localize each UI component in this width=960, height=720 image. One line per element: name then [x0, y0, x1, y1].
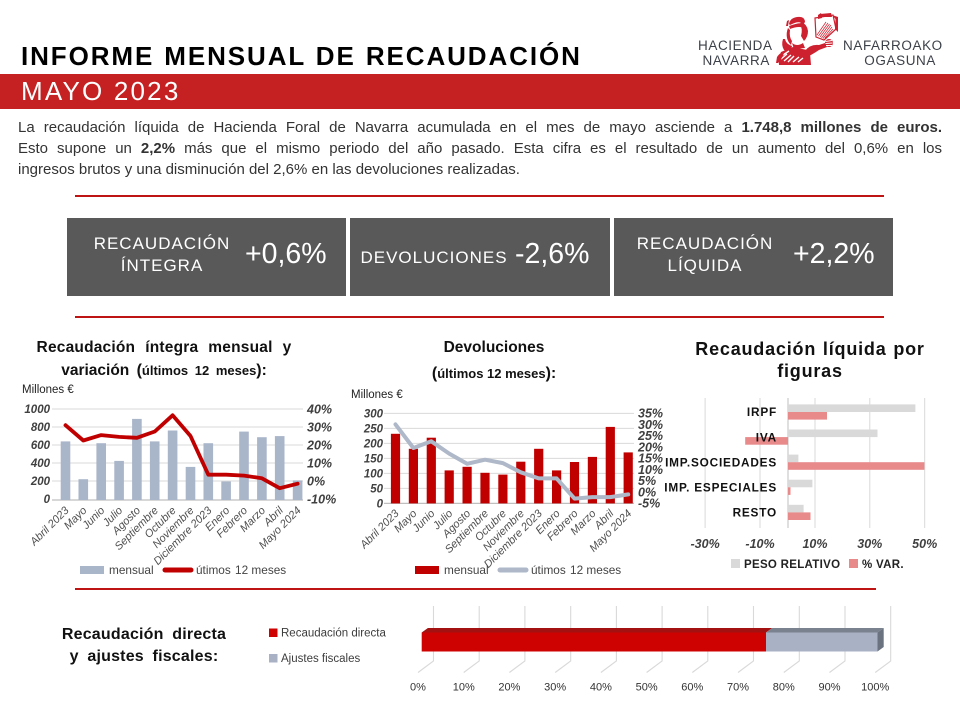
svg-text:Recaudación directa: Recaudación directa — [281, 628, 386, 640]
svg-text:% VAR.: % VAR. — [862, 559, 904, 571]
svg-text:figuras: figuras — [777, 361, 843, 381]
svg-text:IMP. ESPECIALES: IMP. ESPECIALES — [664, 481, 777, 495]
svg-text:250: 250 — [363, 423, 384, 435]
svg-text:40%: 40% — [590, 682, 612, 694]
svg-text:35%: 35% — [638, 407, 663, 421]
svg-text:400: 400 — [30, 458, 51, 470]
svg-text:-30%: -30% — [691, 537, 720, 551]
svg-text:0%: 0% — [307, 475, 325, 489]
svg-text:IVA: IVA — [756, 430, 777, 444]
svg-text:50%: 50% — [912, 537, 937, 551]
svg-text:150: 150 — [364, 453, 384, 465]
svg-text:PESO RELATIVO: PESO RELATIVO — [744, 559, 840, 571]
svg-text:útimos 12 meses: útimos 12 meses — [196, 563, 286, 577]
svg-text:200: 200 — [363, 438, 384, 450]
svg-text:25%: 25% — [637, 429, 663, 443]
svg-text:100%: 100% — [861, 682, 889, 694]
svg-text:-5%: -5% — [638, 497, 660, 511]
svg-text:mensual: mensual — [109, 563, 154, 577]
svg-text:50%: 50% — [636, 682, 658, 694]
svg-text:15%: 15% — [638, 452, 663, 466]
svg-text:Devoluciones: Devoluciones — [444, 339, 545, 356]
svg-text:Ajustes fiscales: Ajustes fiscales — [281, 653, 361, 665]
svg-text:0: 0 — [377, 498, 384, 510]
svg-text:30%: 30% — [544, 682, 566, 694]
svg-text:5%: 5% — [638, 474, 656, 488]
svg-text:IRPF: IRPF — [747, 405, 777, 419]
svg-text:80%: 80% — [773, 682, 795, 694]
svg-text:Millones €: Millones € — [22, 384, 74, 396]
svg-text:30%: 30% — [638, 418, 663, 432]
svg-text:10%: 10% — [453, 682, 475, 694]
svg-text:RESTO: RESTO — [733, 506, 777, 520]
svg-text:60%: 60% — [681, 682, 703, 694]
svg-text:variación (últimos 12 meses):: variación (últimos 12 meses): — [61, 362, 267, 379]
svg-text:1000: 1000 — [24, 404, 50, 416]
svg-text:0%: 0% — [410, 682, 426, 694]
svg-text:100: 100 — [364, 468, 384, 480]
svg-text:40%: 40% — [306, 403, 332, 417]
svg-text:300: 300 — [364, 408, 384, 420]
svg-text:10%: 10% — [307, 457, 332, 471]
svg-text:-10%: -10% — [745, 537, 774, 551]
svg-text:600: 600 — [31, 440, 51, 452]
svg-text:20%: 20% — [498, 682, 520, 694]
svg-text:90%: 90% — [818, 682, 840, 694]
svg-text:70%: 70% — [727, 682, 749, 694]
svg-text:-10%: -10% — [307, 493, 336, 507]
svg-text:10%: 10% — [638, 463, 663, 477]
svg-text:0: 0 — [44, 494, 51, 506]
svg-text:800: 800 — [31, 422, 51, 434]
svg-text:Millones €: Millones € — [351, 389, 403, 401]
svg-text:IMP.SOCIEDADES: IMP.SOCIEDADES — [665, 455, 777, 469]
svg-text:Recaudación íntegra mensual y: Recaudación íntegra mensual y — [37, 339, 292, 356]
svg-text:30%: 30% — [307, 421, 332, 435]
svg-text:útimos 12 meses: útimos 12 meses — [531, 563, 621, 577]
svg-text:10%: 10% — [802, 537, 827, 551]
svg-text:mensual: mensual — [444, 563, 489, 577]
svg-text:(últimos 12 meses):: (últimos 12 meses): — [432, 365, 556, 382]
svg-text:50: 50 — [370, 483, 383, 495]
svg-text:0%: 0% — [638, 485, 656, 499]
svg-text:200: 200 — [30, 476, 51, 488]
svg-text:30%: 30% — [857, 537, 882, 551]
svg-text:20%: 20% — [637, 440, 663, 454]
svg-text:Recaudación líquida por: Recaudación líquida por — [695, 339, 924, 359]
svg-text:20%: 20% — [306, 439, 332, 453]
